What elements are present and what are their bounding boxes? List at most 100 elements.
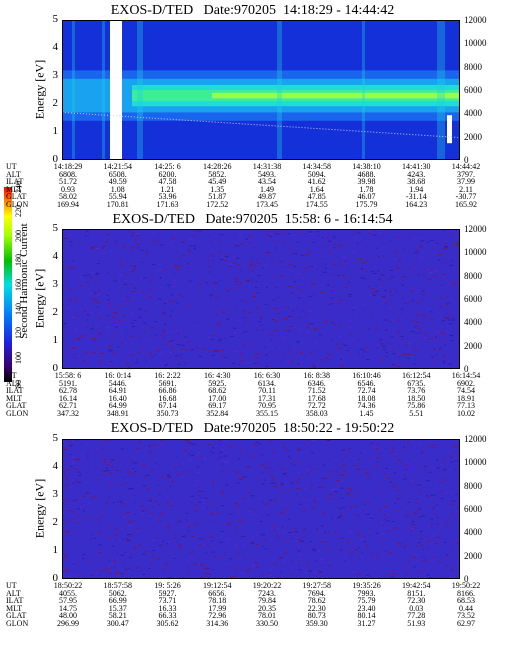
noise-mark	[374, 465, 378, 467]
colorbar-gradient	[4, 187, 12, 382]
noise-mark	[123, 567, 125, 569]
noise-mark	[407, 501, 411, 503]
noise-mark	[382, 514, 386, 516]
noise-mark	[158, 494, 161, 495]
noise-mark	[121, 342, 125, 344]
noise-mark	[75, 535, 78, 537]
noise-mark	[450, 233, 453, 235]
noise-mark	[212, 447, 215, 449]
noise-mark	[271, 353, 273, 355]
noise-mark	[431, 356, 434, 358]
noise-mark	[247, 499, 250, 501]
noise-mark	[438, 561, 441, 563]
noise-mark	[455, 493, 458, 495]
noise-mark	[193, 563, 198, 565]
noise-mark	[368, 233, 371, 235]
noise-mark	[419, 259, 422, 260]
y-tick-label: 0	[52, 572, 59, 584]
noise-mark	[209, 536, 213, 538]
noise-mark	[263, 578, 267, 579]
noise-mark	[313, 469, 317, 470]
noise-mark	[360, 348, 365, 350]
noise-mark	[249, 322, 251, 324]
noise-mark	[180, 354, 182, 356]
table-cell: 79.84	[258, 596, 276, 606]
noise-mark	[115, 528, 119, 530]
noise-mark	[384, 473, 386, 475]
noise-mark	[94, 273, 99, 275]
noise-mark	[284, 507, 287, 509]
noise-mark	[447, 517, 450, 519]
noise-mark	[181, 344, 185, 346]
noise-mark	[106, 314, 109, 316]
noise-mark	[426, 241, 430, 243]
noise-mark	[203, 458, 208, 460]
noise-mark	[395, 267, 400, 269]
noise-mark	[76, 458, 81, 460]
noise-mark	[91, 466, 94, 468]
noise-mark	[217, 340, 220, 342]
noise-mark	[298, 448, 301, 450]
noise-mark	[276, 364, 279, 366]
noise-mark	[390, 577, 393, 579]
table-cell: 164.23	[405, 199, 428, 209]
noise-mark	[424, 333, 428, 335]
noise-mark	[274, 500, 278, 502]
noise-mark	[119, 501, 123, 502]
noise-mark	[450, 492, 454, 494]
noise-mark	[361, 552, 364, 554]
noise-mark	[246, 239, 249, 241]
noise-mark	[403, 547, 405, 549]
table-cell: 10.02	[457, 408, 475, 418]
noise-mark	[318, 550, 321, 552]
noise-mark	[397, 331, 400, 333]
table-cell: 1.21	[160, 184, 175, 194]
noise-mark	[260, 533, 263, 535]
noise-mark	[120, 502, 122, 504]
table-cell: 14:18:29	[53, 162, 83, 171]
noise-mark	[446, 293, 448, 295]
noise-mark	[139, 441, 142, 443]
noise-mark	[109, 525, 112, 527]
noise-mark	[320, 541, 325, 543]
noise-mark	[96, 272, 100, 274]
noise-mark	[164, 364, 169, 366]
noise-mark	[300, 316, 302, 318]
noise-mark	[354, 505, 359, 507]
noise-mark	[256, 362, 259, 364]
noise-mark	[404, 474, 406, 476]
noise-mark	[157, 484, 159, 486]
noise-mark	[158, 520, 161, 522]
noise-mark	[192, 262, 194, 264]
noise-mark	[407, 357, 410, 359]
table-cell: 6735.	[407, 378, 426, 388]
noise-mark	[293, 234, 295, 236]
table-cell: 43.54	[258, 177, 276, 187]
noise-mark	[437, 469, 439, 471]
noise-mark	[420, 240, 424, 242]
noise-mark	[342, 506, 345, 508]
noise-mark	[262, 342, 265, 343]
noise-mark	[233, 332, 236, 334]
noise-mark	[233, 256, 235, 258]
noise-mark	[433, 444, 435, 446]
noise-mark	[149, 327, 154, 329]
noise-mark	[385, 516, 387, 518]
noise-mark	[300, 537, 303, 539]
noise-mark	[75, 315, 78, 317]
noise-mark	[455, 244, 459, 246]
noise-mark	[446, 554, 449, 556]
noise-mark	[264, 346, 266, 348]
noise-mark	[441, 284, 443, 286]
noise-mark	[174, 340, 177, 341]
table-cell: 6546.	[357, 378, 376, 388]
y-tick-label: 2	[52, 516, 59, 528]
noise-mark	[220, 491, 224, 493]
noise-mark	[430, 311, 433, 313]
noise-mark	[385, 351, 388, 353]
noise-mark	[79, 333, 81, 335]
noise-mark	[436, 523, 440, 525]
noise-mark	[86, 282, 89, 284]
noise-mark	[412, 553, 416, 555]
noise-mark	[434, 542, 438, 544]
